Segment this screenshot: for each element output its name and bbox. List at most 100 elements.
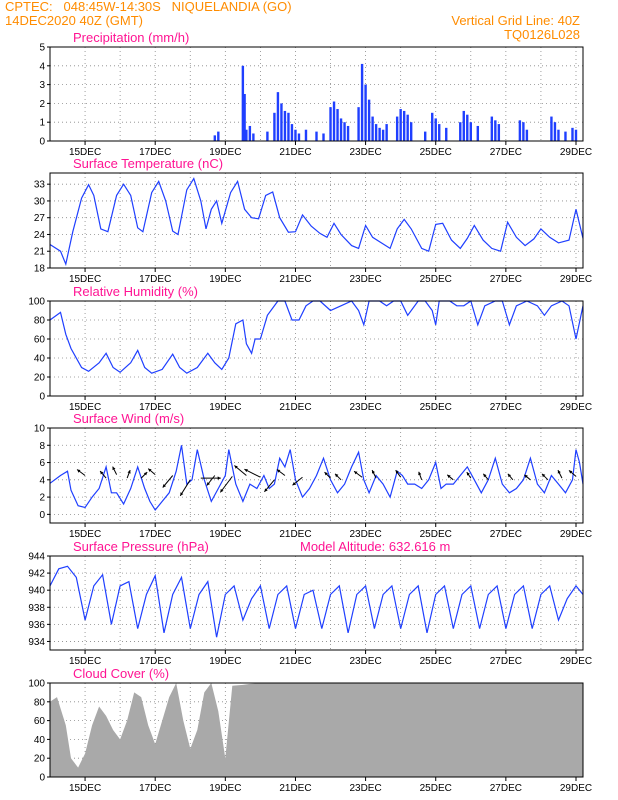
wind-arrow-head bbox=[541, 473, 546, 478]
x-tick-label: 25DEC bbox=[420, 656, 452, 667]
panel-annotation: Model Altitude: 632.616 m bbox=[300, 539, 450, 554]
wind-arrow-head bbox=[162, 484, 166, 488]
panel-title: Cloud Cover (%) bbox=[73, 666, 169, 681]
x-tick-label: 21DEC bbox=[279, 656, 311, 667]
panel-title: Surface Pressure (hPa) bbox=[73, 539, 209, 554]
series-line bbox=[49, 300, 584, 374]
header-line2: 14DEC2020 40Z (GMT) bbox=[5, 13, 143, 28]
precip-bar bbox=[522, 122, 525, 141]
cloud-area bbox=[50, 683, 583, 777]
y-tick-label: 20 bbox=[34, 373, 46, 384]
x-tick-label: 27DEC bbox=[490, 529, 522, 540]
x-tick-label: 17DEC bbox=[139, 274, 171, 285]
x-tick-label: 23DEC bbox=[349, 529, 381, 540]
x-tick-label: 15DEC bbox=[69, 656, 101, 667]
precip-bar bbox=[252, 133, 255, 141]
wind-arrow-head bbox=[372, 470, 375, 474]
y-tick-label: 0 bbox=[39, 137, 45, 148]
panel-6: 0 20 40 60 80 100 15DEC 17DEC 19DEC 21DEC 23DEC 25D… bbox=[28, 666, 592, 794]
wind-arrow-head bbox=[264, 488, 268, 492]
series-line bbox=[49, 565, 584, 638]
precip-bar bbox=[297, 133, 301, 141]
y-tick-label: 100 bbox=[28, 679, 45, 690]
x-tick-label: 21DEC bbox=[279, 529, 311, 540]
wind-arrow-head bbox=[354, 471, 358, 475]
wind-arrow-head bbox=[77, 469, 81, 473]
x-tick-label: 17DEC bbox=[139, 783, 171, 794]
x-tick-label: 23DEC bbox=[349, 783, 381, 794]
x-tick-label: 27DEC bbox=[490, 783, 522, 794]
precip-bar bbox=[494, 120, 497, 141]
x-tick-label: 27DEC bbox=[490, 147, 522, 158]
panel-3: 0 20 40 60 80 100 15DEC 17DEC 19DEC 21DEC 23DEC 25D… bbox=[28, 284, 592, 413]
precip-bar bbox=[553, 122, 557, 141]
precip-bar bbox=[339, 118, 343, 141]
y-tick-label: 940 bbox=[28, 586, 45, 597]
y-tick-label: 3 bbox=[39, 80, 45, 91]
precip-bar bbox=[287, 112, 290, 141]
precip-bar bbox=[322, 133, 325, 141]
y-tick-label: 942 bbox=[28, 569, 45, 580]
precip-bar bbox=[294, 129, 297, 141]
panel-title: Surface Temperature (nC) bbox=[73, 156, 223, 171]
wind-arrow-head bbox=[143, 472, 148, 476]
x-tick-label: 29DEC bbox=[560, 783, 592, 794]
y-tick-label: 0 bbox=[39, 392, 45, 403]
precip-bar bbox=[434, 118, 437, 141]
wind-arrow-head bbox=[324, 472, 328, 476]
precip-bar bbox=[213, 135, 217, 141]
header-right2: TQ0126L028 bbox=[504, 27, 580, 42]
x-tick-label: 21DEC bbox=[279, 274, 311, 285]
precip-bar bbox=[399, 109, 402, 141]
x-tick-label: 23DEC bbox=[349, 147, 381, 158]
x-tick-label: 19DEC bbox=[209, 402, 241, 413]
precip-bar bbox=[462, 110, 465, 141]
panel-1: 0 1 2 3 4 5 15DEC 17DEC 19DEC 21DEC 23DEC 25DEC 27DE… bbox=[39, 30, 592, 158]
x-tick-label: 15DEC bbox=[69, 529, 101, 540]
y-tick-label: 0 bbox=[39, 510, 45, 521]
precip-bar bbox=[248, 125, 252, 141]
y-tick-label: 33 bbox=[34, 180, 46, 191]
precip-bar bbox=[357, 107, 360, 141]
header-right1: Vertical Grid Line: 40Z bbox=[451, 13, 580, 28]
panel-2: 18 21 24 27 30 33 15DEC 17DEC 19DEC 21DEC 23DEC 25D… bbox=[34, 156, 592, 285]
x-tick-label: 29DEC bbox=[560, 402, 592, 413]
x-tick-label: 25DEC bbox=[420, 147, 452, 158]
y-tick-label: 938 bbox=[28, 603, 45, 614]
panel-4: 0 2 4 6 8 10 15DEC 17DEC 19DEC 21DEC 23DEC 25DEC 27D… bbox=[34, 411, 592, 540]
x-tick-label: 27DEC bbox=[490, 656, 522, 667]
precip-bar bbox=[280, 103, 283, 141]
y-tick-label: 4 bbox=[39, 475, 45, 486]
precip-bar bbox=[424, 131, 427, 141]
y-tick-label: 2 bbox=[39, 99, 45, 110]
wind-arrow-head bbox=[483, 473, 487, 478]
x-tick-label: 19DEC bbox=[209, 147, 241, 158]
x-tick-label: 23DEC bbox=[349, 402, 381, 413]
x-tick-label: 29DEC bbox=[560, 529, 592, 540]
x-tick-label: 21DEC bbox=[279, 147, 311, 158]
x-tick-label: 19DEC bbox=[209, 529, 241, 540]
precip-bar bbox=[395, 116, 399, 141]
x-tick-label: 25DEC bbox=[420, 529, 452, 540]
precip-bar bbox=[378, 127, 381, 141]
precip-bar bbox=[445, 127, 448, 141]
precip-bar bbox=[360, 63, 364, 141]
wind-arrow-head bbox=[466, 472, 470, 476]
x-tick-label: 15DEC bbox=[69, 783, 101, 794]
x-tick-label: 17DEC bbox=[139, 147, 171, 158]
plot-frame bbox=[49, 555, 584, 651]
plot-frame bbox=[49, 300, 584, 397]
y-tick-label: 6 bbox=[39, 458, 45, 469]
x-tick-label: 25DEC bbox=[420, 402, 452, 413]
plot-frame bbox=[49, 682, 584, 778]
precip-bar bbox=[266, 131, 269, 141]
precip-bar bbox=[243, 94, 246, 141]
wind-arrow-head bbox=[418, 471, 422, 476]
precip-bar bbox=[364, 84, 367, 141]
y-tick-label: 10 bbox=[34, 424, 46, 435]
precip-bar bbox=[571, 127, 574, 141]
precip-bar bbox=[329, 107, 332, 141]
x-tick-label: 29DEC bbox=[560, 274, 592, 285]
y-tick-label: 60 bbox=[34, 716, 46, 727]
